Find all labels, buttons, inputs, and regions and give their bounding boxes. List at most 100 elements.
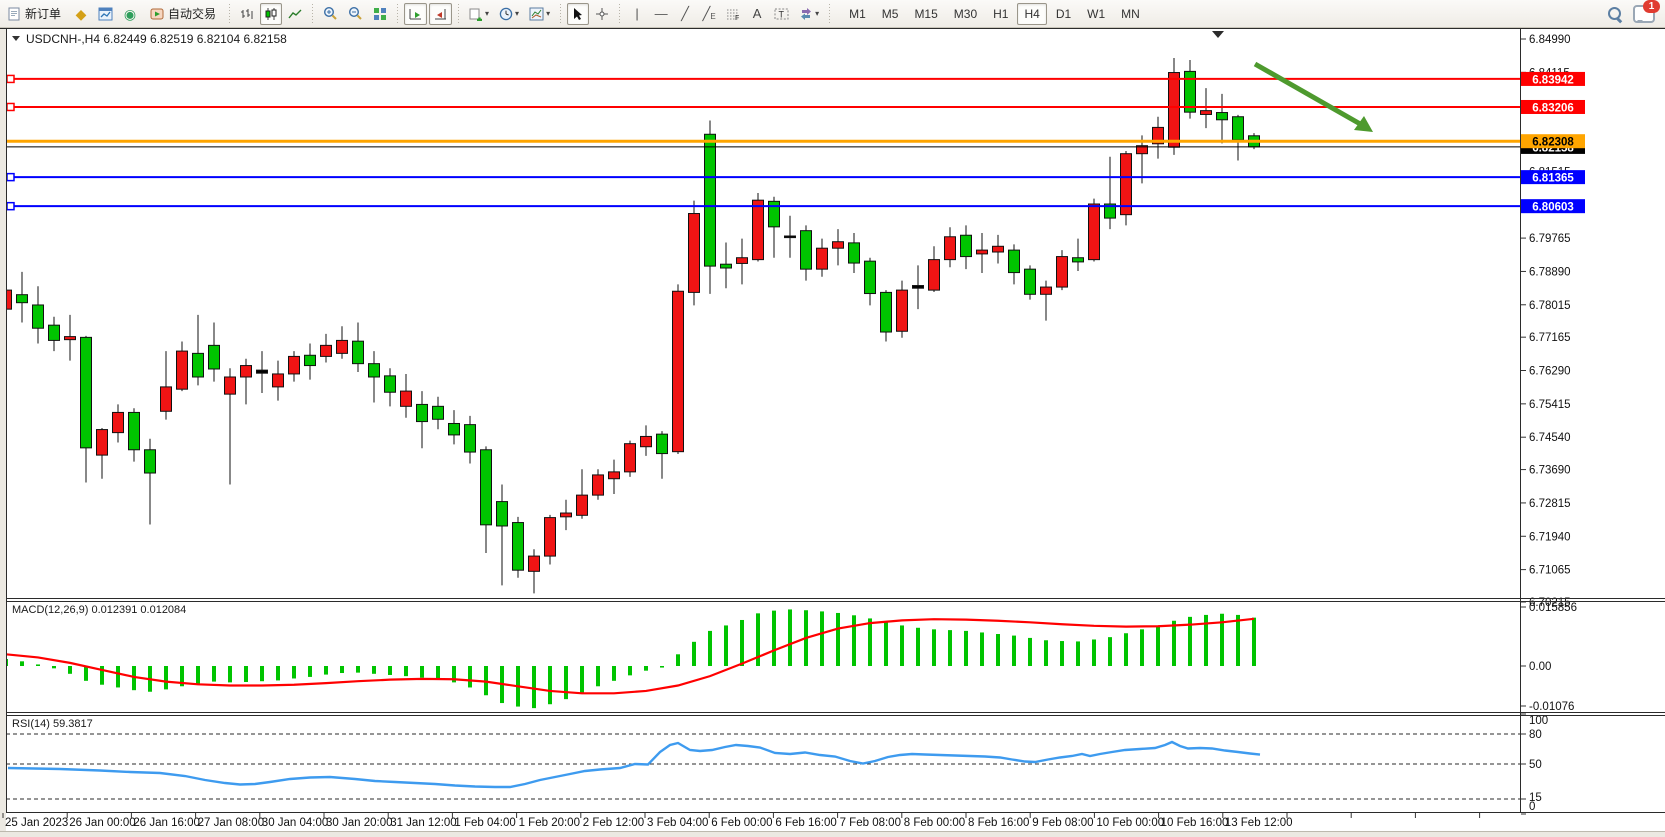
vertical-line-icon: | bbox=[635, 6, 639, 21]
macd-histogram-bar bbox=[756, 613, 760, 666]
auto-scroll-button[interactable] bbox=[404, 2, 428, 25]
autotrading-button[interactable]: 自动交易 bbox=[143, 3, 223, 25]
market-watch-button[interactable]: ◆ bbox=[70, 3, 92, 25]
shapes-tool[interactable]: ▾ bbox=[795, 3, 823, 25]
candle bbox=[592, 469, 604, 500]
vertical-line-tool[interactable]: | bbox=[626, 3, 648, 25]
macd-histogram-bar bbox=[1204, 614, 1208, 666]
zoom-in-button[interactable] bbox=[319, 3, 342, 25]
candle-body bbox=[432, 405, 444, 420]
support-line-1-handle[interactable] bbox=[6, 172, 15, 182]
resistance-line-2-handle[interactable] bbox=[6, 102, 15, 112]
candlestick-chart-icon bbox=[265, 7, 277, 20]
chevron-down-icon: ▾ bbox=[546, 9, 551, 18]
line-chart-button[interactable] bbox=[284, 3, 306, 25]
candle bbox=[656, 431, 668, 479]
candle-body bbox=[672, 290, 684, 453]
trendline-tool[interactable]: ╱ bbox=[674, 3, 696, 25]
macd-axis-label: -0.01076 bbox=[1529, 701, 1574, 713]
text-tool[interactable]: A bbox=[746, 3, 768, 25]
candle bbox=[256, 351, 268, 393]
candle bbox=[208, 322, 220, 382]
time-tick-label: 30 Jan 04:00 bbox=[262, 817, 329, 829]
timeframe-H1[interactable]: H1 bbox=[993, 6, 1009, 21]
fibonacci-tool[interactable]: F bbox=[722, 3, 744, 25]
navigator-button[interactable]: ◉ bbox=[119, 3, 141, 25]
notification-badge: 1 bbox=[1643, 0, 1660, 13]
cursor-button[interactable] bbox=[567, 2, 590, 25]
candle-body bbox=[1056, 256, 1068, 288]
channel-tool[interactable]: ╱ E bbox=[702, 6, 716, 21]
annotation-arrow[interactable] bbox=[1253, 61, 1364, 128]
timeframe-M1[interactable]: M1 bbox=[849, 6, 866, 21]
data-window-button[interactable] bbox=[94, 3, 117, 25]
candlestick-chart-button[interactable] bbox=[260, 2, 283, 25]
macd-histogram-bar bbox=[1124, 633, 1128, 666]
candle bbox=[6, 271, 12, 321]
periods-button[interactable]: ▾ bbox=[495, 3, 523, 25]
zoom-in-icon bbox=[324, 6, 337, 20]
timeframe-M15[interactable]: M15 bbox=[914, 6, 938, 21]
macd-histogram-bar bbox=[180, 666, 184, 687]
timeframe-W1[interactable]: W1 bbox=[1087, 6, 1106, 21]
macd-histogram-bar bbox=[20, 661, 24, 666]
new-order-button[interactable]: 新订单 bbox=[1, 3, 68, 25]
chart-shift-marker[interactable] bbox=[1212, 31, 1224, 38]
timeframe-M5[interactable]: M5 bbox=[881, 6, 899, 21]
candle-body bbox=[992, 245, 1004, 253]
macd-histogram-bar bbox=[884, 622, 888, 666]
zoom-out-button[interactable] bbox=[344, 3, 367, 25]
candle bbox=[128, 408, 140, 462]
resistance-line-1-price-tag bbox=[1521, 71, 1585, 86]
crosshair-button[interactable] bbox=[591, 3, 613, 25]
candle-body bbox=[736, 257, 748, 264]
data-window-icon bbox=[98, 7, 113, 20]
price-tick-label: 6.74540 bbox=[1529, 432, 1571, 444]
candle bbox=[576, 469, 588, 519]
tile-windows-button[interactable] bbox=[369, 3, 391, 25]
timeframe-MN[interactable]: MN bbox=[1121, 6, 1140, 21]
macd-histogram-bar bbox=[228, 666, 232, 683]
trendline-icon: ╱ bbox=[681, 6, 689, 21]
annotation-arrow-head[interactable] bbox=[1354, 116, 1373, 132]
text-label-tool[interactable]: T bbox=[770, 3, 793, 25]
search-icon[interactable] bbox=[1607, 6, 1623, 23]
macd-histogram-bar bbox=[356, 666, 360, 673]
candle bbox=[432, 396, 444, 430]
template-icon bbox=[529, 7, 544, 20]
macd-histogram-bar bbox=[52, 666, 56, 669]
macd-histogram-bar bbox=[1076, 641, 1080, 666]
horizontal-line-tool[interactable]: — bbox=[650, 3, 672, 25]
candle bbox=[16, 271, 28, 323]
time-tick-label: 6 Feb 16:00 bbox=[775, 817, 836, 829]
svg-text:F: F bbox=[735, 15, 739, 21]
toolbar-separator bbox=[557, 3, 565, 24]
support-line-2-handle[interactable] bbox=[6, 201, 15, 211]
chart-shift-button[interactable] bbox=[429, 2, 453, 25]
candle-body bbox=[1024, 268, 1036, 295]
time-tick-label: 25 Jan 2023 bbox=[5, 817, 68, 829]
resistance-line-1-handle[interactable] bbox=[6, 74, 15, 84]
timeframe-D1[interactable]: D1 bbox=[1055, 6, 1072, 21]
bar-chart-button[interactable] bbox=[236, 3, 258, 25]
pivot-line-price-tag bbox=[1521, 134, 1585, 149]
rsi-line bbox=[7, 740, 1261, 789]
candle-body bbox=[1200, 110, 1212, 115]
candle bbox=[528, 549, 540, 594]
macd-histogram-bar bbox=[68, 666, 72, 674]
macd-histogram-bar bbox=[836, 612, 840, 666]
new-order-label: 新订单 bbox=[25, 7, 62, 21]
macd-axis-label: 0.015856 bbox=[1529, 602, 1577, 614]
clock-icon bbox=[499, 7, 513, 20]
templates-button[interactable]: ▾ bbox=[525, 3, 554, 25]
add-indicator-button[interactable]: ▾ bbox=[465, 3, 493, 25]
timeframe-H4[interactable]: H4 bbox=[1017, 2, 1047, 25]
notifications-icon[interactable]: 1 bbox=[1633, 0, 1660, 23]
chart-title-collapse-icon[interactable] bbox=[12, 36, 20, 41]
time-tick-label: 3 Feb 04:00 bbox=[647, 817, 708, 829]
macd-histogram-bar bbox=[1172, 620, 1176, 666]
timeframe-M30[interactable]: M30 bbox=[953, 6, 978, 21]
candle-body bbox=[896, 289, 908, 332]
